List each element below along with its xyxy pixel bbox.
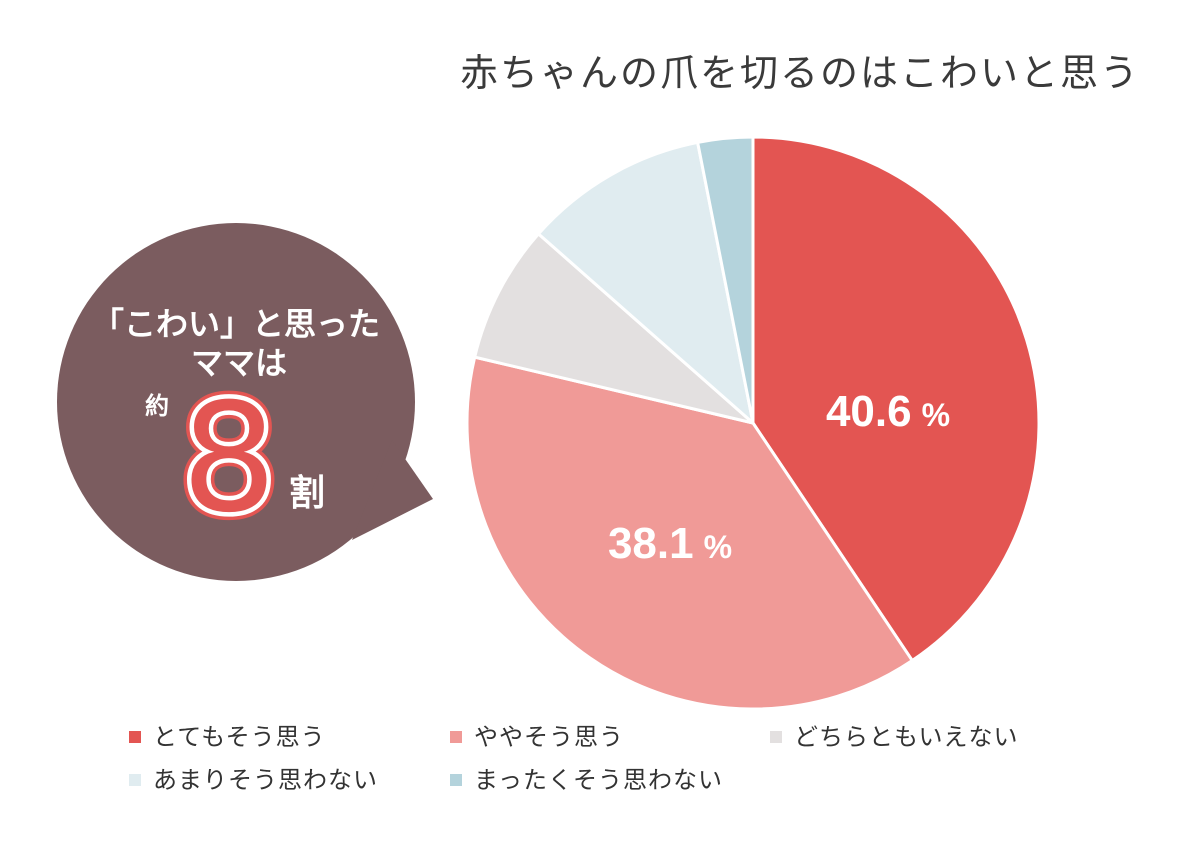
legend-swatch	[129, 731, 141, 743]
legend-label: ややそう思う	[474, 723, 624, 751]
data-label-value: 38.1	[608, 519, 694, 568]
callout-line-1: 「こわい」と思った	[92, 305, 380, 343]
big-number: 8	[181, 372, 276, 546]
legend-label: どちらともいえない	[794, 723, 1019, 751]
legend-swatch	[129, 774, 141, 786]
chart-title: 赤ちゃんの爪を切るのはこわいと思う	[459, 51, 1140, 95]
legend-swatch	[770, 731, 782, 743]
callout-tail	[352, 440, 433, 540]
legend-item: ややそう思う	[450, 722, 770, 752]
callout-prefix: 約	[145, 392, 169, 420]
data-label: 40.6%	[826, 387, 950, 436]
pie	[465, 135, 1041, 711]
legend-item: どちらともいえない	[770, 722, 1070, 752]
pie-slice	[536, 140, 755, 425]
legend-swatch	[450, 774, 462, 786]
legend-label: まったくそう思わない	[474, 766, 724, 794]
data-label-unit: %	[704, 529, 732, 565]
legend-item: あまりそう思わない	[129, 765, 450, 795]
pie-data-labels: 40.6 %38.1%	[608, 387, 950, 568]
legend-swatch	[450, 731, 462, 743]
pie-slice	[751, 135, 1041, 663]
legend: とてもそう思う ややそう思う どちらともいえない あまりそう思わない まったくそ…	[129, 722, 1070, 795]
pie-slice	[696, 135, 755, 425]
callout-suffix: 割	[289, 473, 325, 514]
legend-label: とてもそう思う	[153, 723, 326, 751]
legend-item: とてもそう思う	[129, 722, 450, 752]
legend-item: まったくそう思わない	[450, 765, 770, 795]
data-label-unit: %	[922, 397, 950, 433]
legend-label: あまりそう思わない	[153, 766, 378, 794]
data-label-value: 40.6	[826, 387, 912, 436]
callout-bubble: 「こわい」と思った ママは 約 8 割	[57, 223, 433, 581]
data-label: 38.1%	[608, 519, 732, 568]
pie-slice	[473, 232, 755, 425]
pie-slice	[465, 355, 914, 711]
